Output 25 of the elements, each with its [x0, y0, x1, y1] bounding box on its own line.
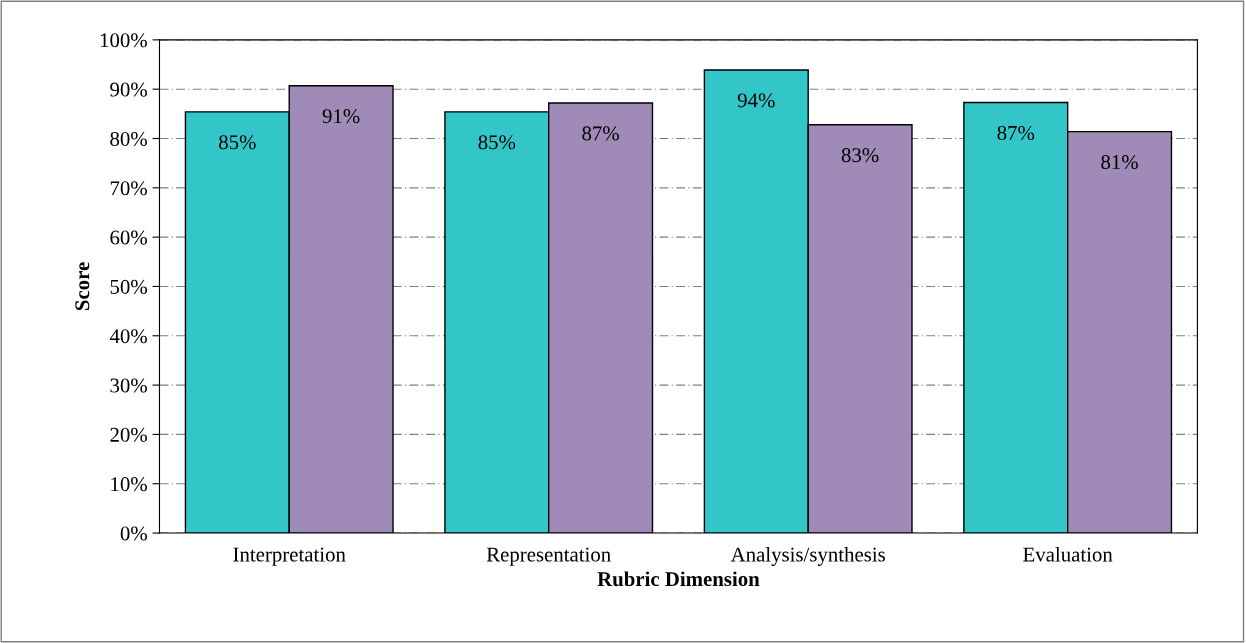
y-tick-label: 50%: [110, 279, 147, 294]
x-tick-label: Evaluation: [1023, 546, 1113, 562]
data-label: 91%: [322, 109, 360, 124]
y-tick-label: 70%: [110, 181, 147, 196]
y-axis-title: Score: [75, 262, 90, 311]
y-tick-label: 0%: [120, 526, 147, 541]
x-tick-label: Interpretation: [233, 547, 346, 566]
y-tick-label: 60%: [110, 230, 147, 245]
y-tick-label: 80%: [110, 131, 147, 146]
y-tick-label: 10%: [111, 477, 147, 492]
x-tick-label: Analysis/synthesis: [730, 546, 885, 566]
data-label: 94%: [737, 93, 775, 108]
y-tick-label: 30%: [110, 378, 147, 393]
data-label: 81%: [1101, 154, 1138, 170]
data-label: 87%: [582, 126, 619, 141]
data-label: 87%: [997, 125, 1035, 140]
y-tick-label: 100%: [100, 33, 147, 48]
x-axis-title: Rubric Dimension: [597, 571, 760, 587]
data-label: 85%: [478, 135, 516, 150]
data-label: 83%: [841, 148, 879, 163]
data-label: 85%: [219, 135, 256, 150]
y-tick-label: 20%: [110, 427, 147, 442]
y-tick-label: 40%: [109, 329, 147, 344]
x-tick-label: Representation: [486, 547, 611, 566]
y-tick-label: 90%: [110, 82, 147, 97]
